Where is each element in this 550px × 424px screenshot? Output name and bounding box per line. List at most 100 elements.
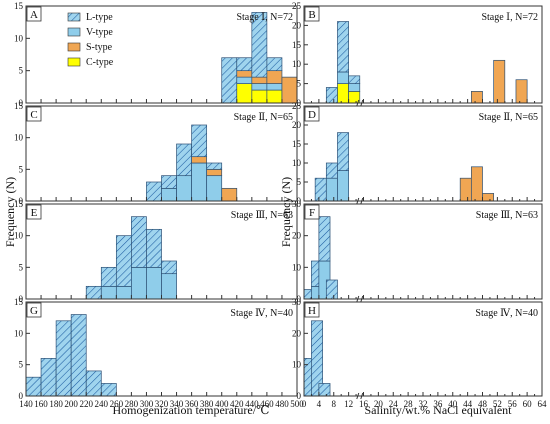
bar-b-s-57 <box>515 79 528 104</box>
bar-c-s-400 <box>221 187 238 202</box>
y-tick-label: 20 <box>292 20 302 30</box>
x-tick-label: 300 <box>140 399 154 409</box>
bar-a-s-420 <box>236 70 253 78</box>
bar-e-v-280 <box>131 266 147 300</box>
panel-stage-label: Stage Ⅳ, N=40 <box>230 308 293 319</box>
panel-letter: C <box>30 109 37 121</box>
x-tick-label: 320 <box>155 399 169 409</box>
panel-stage-label: Stage Ⅲ, N=63 <box>476 210 538 221</box>
y-tick-label: 5 <box>297 177 302 187</box>
bar-a-v-440 <box>251 83 268 91</box>
panel-a: 0 5 10 15 A Stage Ⅰ, N=72 <box>14 1 298 108</box>
panel-d: 0 5 10 15 20 25 D Stage Ⅱ, N=65 <box>292 101 543 206</box>
y-tick-label: 10 <box>292 360 302 370</box>
y-tick-label: 5 <box>19 164 24 174</box>
legend-label-v-type: V-type <box>86 27 113 38</box>
panel-letter-box <box>304 204 320 220</box>
x-tick-label: 8 <box>332 399 337 409</box>
x-tick-label: 4 <box>317 399 322 409</box>
y-tick-label: 15 <box>14 101 24 111</box>
panel-letter-box <box>26 106 42 122</box>
x-tick-label: 36 <box>433 399 443 409</box>
x-tick-label: 180 <box>49 399 63 409</box>
bar-d-l-9 <box>337 132 349 171</box>
y-tick-label: 15 <box>14 297 24 307</box>
panel-stage-label: Stage Ⅱ, N=65 <box>479 112 538 123</box>
y-axis-label-right: Frequency (N) <box>279 177 293 247</box>
bar-g-l-220 <box>85 370 102 397</box>
x-tick-label: 340 <box>170 399 184 409</box>
panel-letter-box <box>304 106 320 122</box>
legend-label-c-type: C-type <box>86 57 114 68</box>
legend-swatch-s-type <box>67 42 81 52</box>
panel-letter: B <box>308 9 315 21</box>
bar-d-s-48 <box>482 193 495 202</box>
bar-e-v-300 <box>146 266 162 300</box>
bar-a-c-440 <box>251 89 268 104</box>
panel-letter: F <box>309 207 315 219</box>
y-tick-label: 10 <box>292 262 302 272</box>
panel-letter-box <box>304 6 320 22</box>
y-axis-label-left: Frequency (N) <box>3 177 17 247</box>
axis-break-mark <box>356 392 364 400</box>
bar-a-l-400 <box>221 57 238 104</box>
y-tick-label: 10 <box>14 133 24 143</box>
x-tick-label: 16 <box>359 399 369 409</box>
bar-h-l-4 <box>318 383 331 397</box>
panel-letter: G <box>30 305 38 317</box>
bar-c-l-300 <box>146 181 162 202</box>
bar-c-v-320 <box>161 187 177 202</box>
x-tick-label: 240 <box>95 399 109 409</box>
panel-stage-label: Stage Ⅲ, N=63 <box>231 210 293 221</box>
bar-a-v-460 <box>266 83 283 91</box>
bar-e-l-300 <box>146 228 162 268</box>
x-tick-label: 280 <box>125 399 139 409</box>
x-tick-label: 0 <box>302 399 307 409</box>
bar-e-l-240 <box>100 266 117 287</box>
y-tick-label: 0 <box>297 98 302 108</box>
y-tick-label: 15 <box>292 139 302 149</box>
bar-c-v-360 <box>191 162 208 202</box>
panel-stage-label: Stage Ⅰ, N=72 <box>236 12 293 23</box>
legend-label-l-type: L-type <box>86 12 113 23</box>
panel-stage-label: Stage Ⅳ, N=40 <box>475 308 538 319</box>
bar-b-l-9 <box>337 21 349 73</box>
bar-a-v-420 <box>236 76 253 84</box>
y-tick-label: 10 <box>292 59 302 69</box>
x-tick-label: 400 <box>215 399 229 409</box>
y-tick-label: 5 <box>297 79 302 89</box>
bar-c-v-380 <box>206 175 223 202</box>
x-tick-label: 64 <box>538 399 548 409</box>
x-tick-label: 500 <box>290 399 304 409</box>
y-tick-label: 15 <box>14 199 24 209</box>
x-tick-label: 360 <box>185 399 199 409</box>
panel-letter-box <box>304 302 320 318</box>
y-tick-label: 10 <box>292 158 302 168</box>
bar-b-v-9 <box>337 71 349 84</box>
bar-d-s-45 <box>470 166 483 202</box>
bar-e-v-260 <box>115 285 132 300</box>
bar-g-l-180 <box>55 320 72 397</box>
panel-letter-box <box>26 302 42 318</box>
bar-a-s-460 <box>266 70 283 84</box>
bar-a-s-480 <box>281 76 298 104</box>
y-tick-label: 15 <box>14 1 24 11</box>
bar-g-l-140 <box>25 376 42 397</box>
bar-b-s-51 <box>493 59 506 104</box>
legend-swatch-c-type <box>67 57 81 67</box>
bar-c-v-340 <box>176 175 192 202</box>
y-tick-label: 0 <box>19 294 24 304</box>
y-tick-label: 25 <box>292 101 302 111</box>
bar-b-l-12 <box>348 75 361 84</box>
bar-a-s-440 <box>251 76 268 84</box>
panels-group: 0 5 10 15 A Stage Ⅰ, N=72 0 5 10 15 C Stage Ⅱ, N=65… <box>14 1 547 409</box>
x-tick-label: 260 <box>110 399 124 409</box>
bar-a-l-460 <box>266 57 283 72</box>
bar-e-v-320 <box>161 273 177 300</box>
legend: L-type V-type S-type C-type <box>67 12 114 68</box>
x-tick-label: 52 <box>493 399 502 409</box>
y-tick-label: 20 <box>292 328 302 338</box>
y-tick-label: 5 <box>19 360 24 370</box>
bar-g-l-240 <box>100 383 117 397</box>
bar-e-l-280 <box>131 216 147 268</box>
